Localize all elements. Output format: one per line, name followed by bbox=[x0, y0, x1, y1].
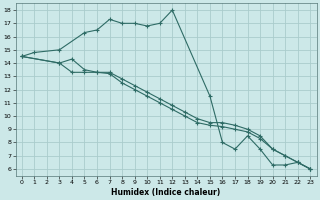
X-axis label: Humidex (Indice chaleur): Humidex (Indice chaleur) bbox=[111, 188, 221, 197]
